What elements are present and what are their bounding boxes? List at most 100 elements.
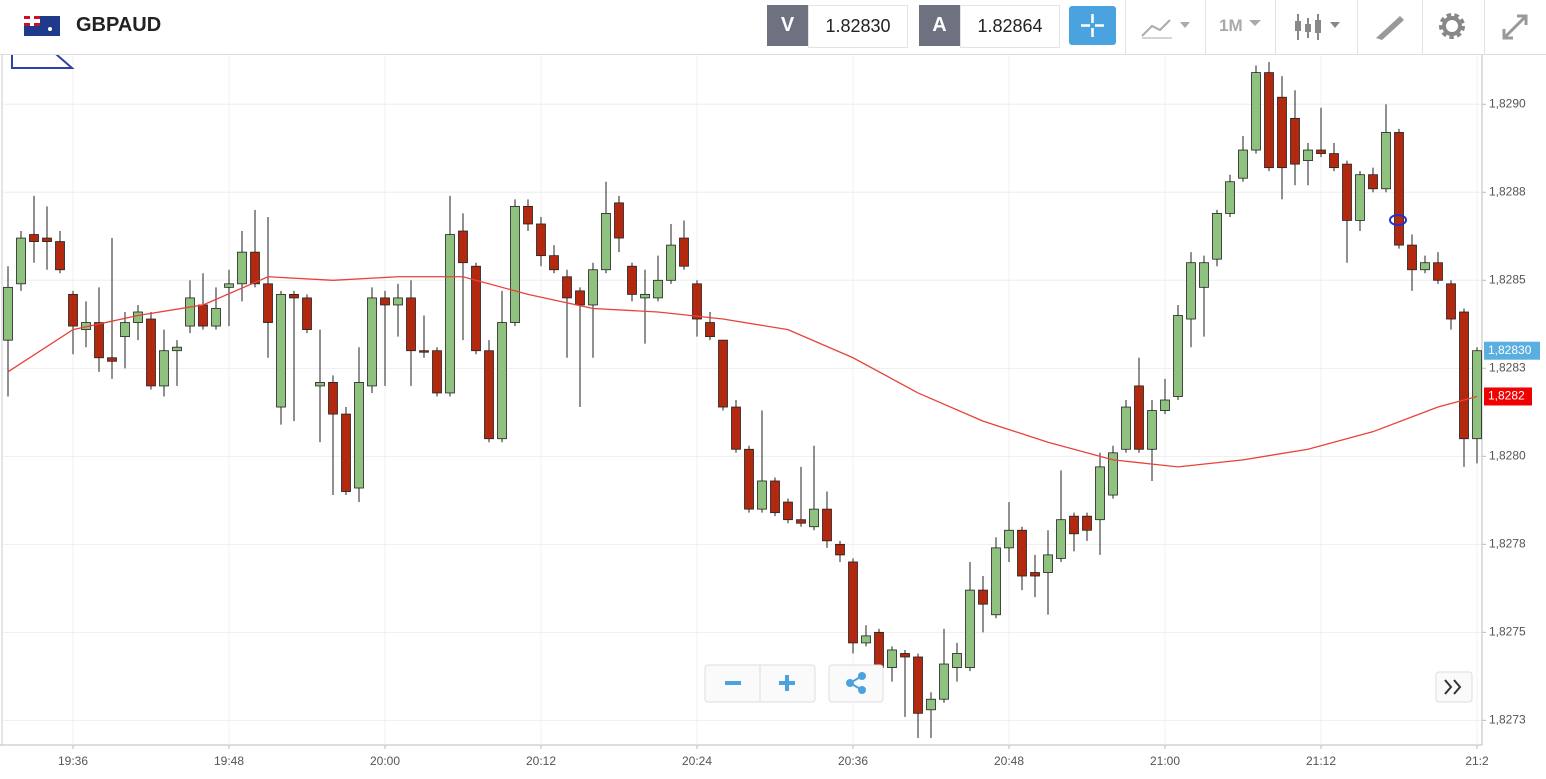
chevron (1444, 679, 1453, 695)
candle-body (328, 381, 338, 415)
zoom-controls[interactable] (704, 664, 816, 703)
candle-body (393, 297, 403, 306)
caret (1330, 22, 1340, 28)
candle-body (1238, 149, 1248, 179)
y-tick-label: 1,8275 (1489, 625, 1526, 639)
draw-button[interactable] (1374, 12, 1406, 42)
candle-body (302, 297, 312, 330)
x-tick-label: 21:2 (1465, 754, 1489, 768)
candle-body (497, 322, 507, 440)
candle-body (731, 406, 741, 450)
candle-body (1108, 452, 1118, 496)
crosshair-bg (1069, 6, 1116, 45)
candle-body (588, 269, 598, 306)
flag-cross (24, 19, 40, 23)
candle-body (198, 304, 208, 327)
candle-body (3, 286, 13, 341)
candle-body (783, 501, 793, 521)
candle-body (484, 350, 494, 440)
expand-icon (1502, 14, 1528, 40)
symbol: GBPAUD (76, 14, 162, 36)
separator (1275, 0, 1276, 54)
ask-label[interactable]: A (919, 5, 960, 46)
candle-body (744, 448, 754, 510)
x-tick-label: 21:12 (1306, 754, 1336, 768)
cursor-marker (1389, 214, 1407, 226)
share[interactable] (828, 664, 884, 703)
candle-body (874, 631, 884, 668)
zoom-out[interactable] (725, 681, 741, 685)
candle-body (978, 589, 988, 605)
candle-body (29, 234, 39, 242)
candle-body (601, 213, 611, 271)
y-tick-label: 1,8288 (1489, 184, 1526, 198)
candle-body (1329, 153, 1339, 169)
share-box[interactable] (828, 664, 884, 703)
candle-body (367, 297, 377, 387)
candle-body (1264, 72, 1274, 169)
x-tick-label: 20:12 (526, 754, 556, 768)
bid-price[interactable]: 1.82830 (808, 5, 908, 48)
x-tick-label: 20:24 (682, 754, 712, 768)
candle-body (276, 293, 286, 408)
candle-body (1017, 529, 1027, 577)
candle-body (575, 290, 585, 306)
candle-body (718, 339, 728, 408)
candle-body (354, 381, 364, 489)
ask-price[interactable]: 1.82864 (960, 5, 1060, 48)
x-tick-label: 19:48 (214, 754, 244, 768)
candle-body (757, 480, 767, 510)
caret-shape (1249, 20, 1261, 26)
candle-body (1446, 283, 1456, 320)
chart-type-button[interactable] (1140, 14, 1192, 40)
candle-body (1147, 410, 1157, 450)
y-tick-label: 1,8283 (1489, 360, 1526, 374)
candle-body (432, 350, 442, 394)
candle-icon (1295, 21, 1301, 31)
candle-body (1186, 262, 1196, 320)
crosshair-button[interactable] (1069, 6, 1116, 45)
candle-body (42, 237, 52, 242)
candle-body (1173, 315, 1183, 397)
candle-body (1043, 554, 1053, 573)
share-dot (858, 686, 866, 694)
gear-ring (1442, 16, 1462, 36)
candle-body (1030, 572, 1040, 577)
zoom-in-v[interactable] (785, 675, 789, 691)
candle-body (965, 589, 975, 668)
moving-average (7, 276, 1478, 468)
candle-body (458, 230, 468, 264)
crosshair-icon (1081, 14, 1104, 37)
fullscreen-button[interactable] (1500, 12, 1530, 42)
candle-body (146, 318, 156, 387)
candle-type-button[interactable] (1292, 12, 1348, 42)
candle-body (536, 223, 546, 257)
candle-body (770, 480, 780, 514)
line-icon (1141, 19, 1171, 37)
x-tick-label: 20:00 (370, 754, 400, 768)
settings-button[interactable] (1437, 11, 1467, 41)
y-tick-label: 1,8280 (1489, 448, 1526, 462)
candle-body (952, 653, 962, 668)
scroll-box[interactable] (1435, 671, 1473, 703)
candle-body (796, 519, 806, 524)
scroll-end[interactable] (1435, 671, 1473, 703)
candle-body (406, 297, 416, 352)
candle-body (991, 547, 1001, 616)
bid-label[interactable]: V (767, 5, 808, 46)
candle-body (1251, 72, 1261, 151)
candle-body (692, 283, 702, 320)
timeframe[interactable]: 1M (1219, 16, 1243, 35)
candle-body (510, 205, 520, 323)
candle-body (1394, 132, 1404, 246)
flag-star (48, 27, 52, 31)
candle-body (523, 205, 533, 225)
caret[interactable] (1248, 18, 1262, 28)
candle-body (1121, 406, 1131, 450)
last-price-tag: 1,82830 (1488, 343, 1532, 357)
candle-icon (1305, 24, 1311, 32)
candle-body (1472, 350, 1482, 440)
y-tick-label: 1,8290 (1489, 96, 1526, 110)
candle-body (913, 656, 923, 714)
